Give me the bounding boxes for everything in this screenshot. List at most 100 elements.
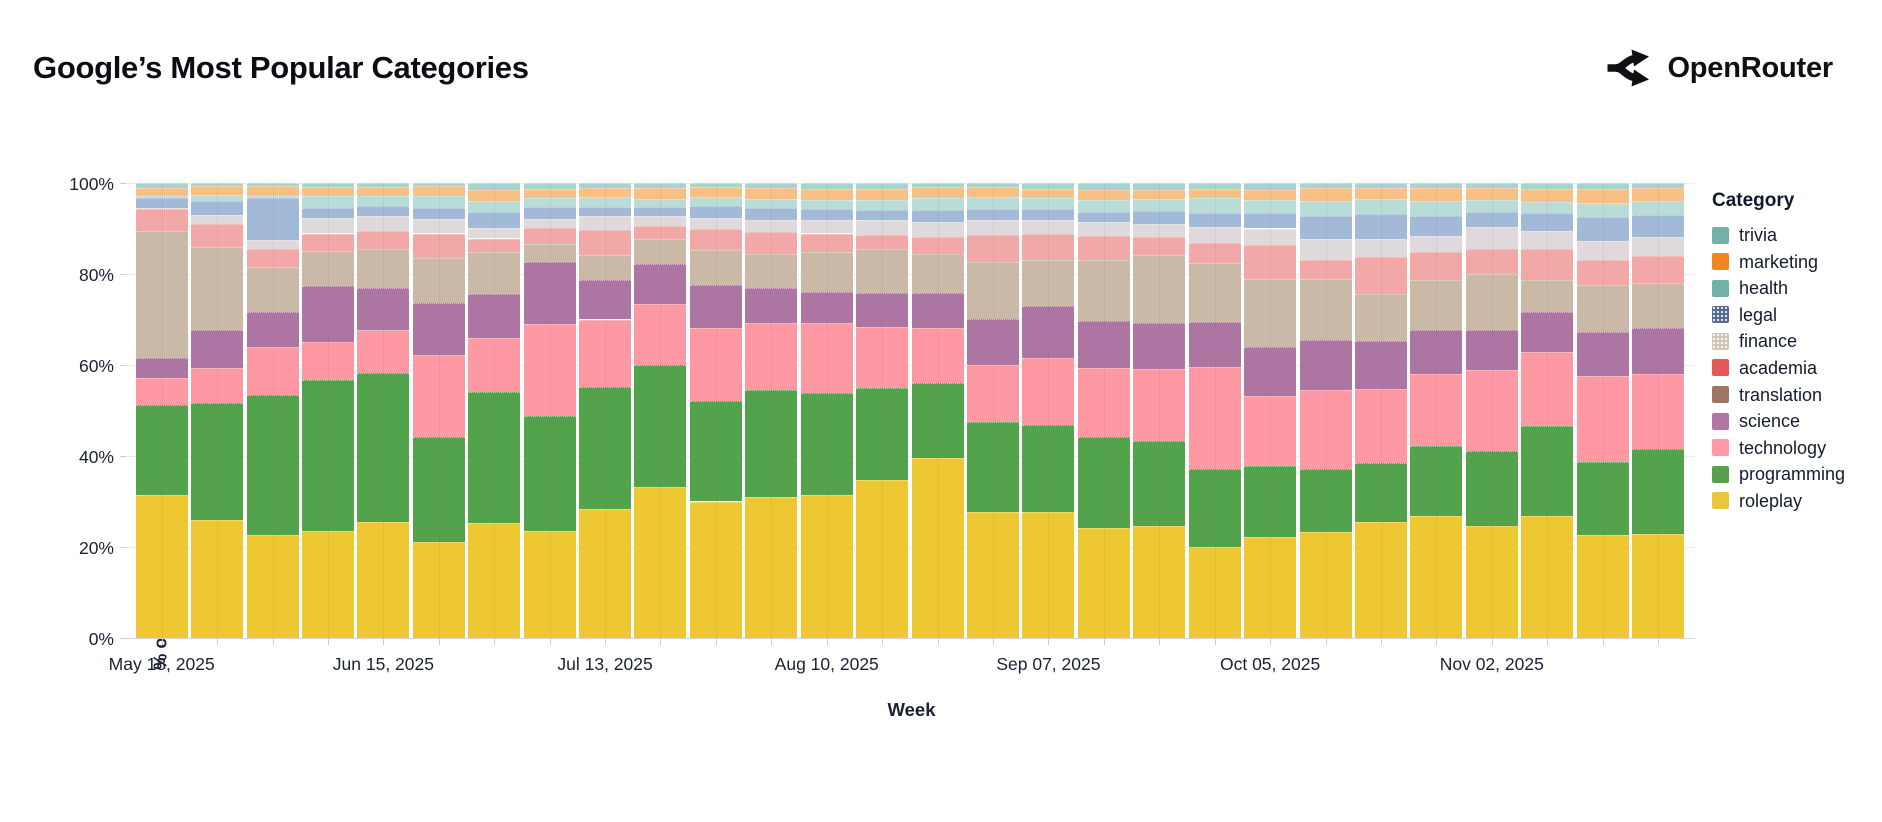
bar-segment-marketing[interactable] bbox=[523, 189, 576, 199]
bar-segment-marketing[interactable] bbox=[468, 190, 521, 202]
bar-segment-roleplay[interactable] bbox=[1077, 528, 1130, 638]
bar-segment-finance[interactable] bbox=[689, 218, 742, 230]
bar-segment-trivia[interactable] bbox=[357, 183, 410, 188]
bar-week-13[interactable] bbox=[800, 183, 853, 638]
bar-week-21[interactable] bbox=[1244, 183, 1297, 638]
bar-segment-technology[interactable] bbox=[1133, 369, 1186, 441]
bar-segment-academia[interactable] bbox=[800, 233, 853, 252]
bar-segment-technology[interactable] bbox=[1188, 367, 1241, 470]
bar-segment-academia[interactable] bbox=[1299, 259, 1352, 279]
bar-segment-technology[interactable] bbox=[1576, 375, 1629, 462]
bar-segment-translation[interactable] bbox=[135, 231, 188, 358]
bar-segment-roleplay[interactable] bbox=[579, 509, 632, 638]
bar-segment-translation[interactable] bbox=[856, 249, 909, 293]
bar-segment-programming[interactable] bbox=[468, 392, 521, 524]
bar-segment-technology[interactable] bbox=[1410, 374, 1463, 446]
bar-week-14[interactable] bbox=[856, 183, 909, 638]
bar-segment-marketing[interactable] bbox=[579, 188, 632, 197]
bar-segment-translation[interactable] bbox=[523, 243, 576, 262]
bar-segment-roleplay[interactable] bbox=[856, 480, 909, 638]
bar-segment-technology[interactable] bbox=[967, 365, 1019, 423]
bar-segment-roleplay[interactable] bbox=[689, 501, 742, 638]
bar-segment-programming[interactable] bbox=[1077, 437, 1130, 529]
bar-segment-finance[interactable] bbox=[911, 221, 964, 238]
bar-segment-programming[interactable] bbox=[135, 405, 188, 496]
bar-segment-legal[interactable] bbox=[1410, 216, 1463, 236]
bar-segment-academia[interactable] bbox=[246, 248, 299, 268]
bar-segment-marketing[interactable] bbox=[1133, 189, 1186, 200]
bar-segment-legal[interactable] bbox=[967, 208, 1019, 220]
bar-segment-finance[interactable] bbox=[1632, 237, 1685, 256]
bar-segment-science[interactable] bbox=[689, 284, 742, 328]
legend-item-programming[interactable]: programming bbox=[1712, 465, 1880, 483]
bar-segment-roleplay[interactable] bbox=[1133, 526, 1186, 638]
bar-segment-legal[interactable] bbox=[357, 206, 410, 216]
bar-segment-translation[interactable] bbox=[800, 251, 853, 292]
bar-segment-trivia[interactable] bbox=[468, 183, 521, 191]
bar-segment-legal[interactable] bbox=[1022, 209, 1075, 220]
bar-segment-technology[interactable] bbox=[800, 323, 853, 394]
bar-week-26[interactable] bbox=[1521, 183, 1574, 638]
bar-segment-marketing[interactable] bbox=[1299, 187, 1352, 201]
bar-segment-science[interactable] bbox=[1244, 347, 1297, 396]
bar-segment-marketing[interactable] bbox=[1354, 187, 1407, 200]
bar-segment-health[interactable] bbox=[1299, 200, 1352, 217]
bar-segment-science[interactable] bbox=[579, 279, 632, 320]
bar-week-5[interactable] bbox=[357, 183, 410, 638]
bar-segment-translation[interactable] bbox=[1465, 274, 1518, 330]
bar-segment-legal[interactable] bbox=[1244, 213, 1297, 229]
bar-segment-health[interactable] bbox=[800, 199, 853, 210]
bar-segment-technology[interactable] bbox=[1521, 351, 1574, 426]
bar-segment-technology[interactable] bbox=[1077, 368, 1130, 438]
bar-segment-translation[interactable] bbox=[468, 251, 521, 295]
bar-week-25[interactable] bbox=[1465, 183, 1518, 638]
bar-segment-academia[interactable] bbox=[1354, 257, 1407, 294]
bar-segment-translation[interactable] bbox=[1354, 294, 1407, 341]
bar-segment-marketing[interactable] bbox=[191, 186, 244, 195]
bar-segment-marketing[interactable] bbox=[1521, 189, 1574, 202]
bar-week-23[interactable] bbox=[1354, 183, 1407, 638]
bar-week-15[interactable] bbox=[911, 183, 964, 638]
bar-segment-finance[interactable] bbox=[967, 219, 1019, 236]
bar-segment-marketing[interactable] bbox=[800, 189, 853, 200]
bar-segment-roleplay[interactable] bbox=[1465, 526, 1518, 638]
bar-week-6[interactable] bbox=[412, 183, 465, 638]
bar-segment-technology[interactable] bbox=[301, 342, 354, 380]
bar-segment-academia[interactable] bbox=[301, 233, 354, 252]
bar-segment-legal[interactable] bbox=[523, 206, 576, 220]
bar-segment-legal[interactable] bbox=[1465, 211, 1518, 228]
bar-segment-academia[interactable] bbox=[1576, 259, 1629, 285]
bar-segment-roleplay[interactable] bbox=[967, 511, 1019, 638]
bar-segment-legal[interactable] bbox=[1299, 216, 1352, 240]
bar-segment-roleplay[interactable] bbox=[1632, 533, 1685, 638]
bar-segment-programming[interactable] bbox=[1022, 424, 1075, 513]
bar-segment-trivia[interactable] bbox=[1244, 183, 1297, 190]
bar-segment-finance[interactable] bbox=[745, 219, 798, 232]
bar-segment-academia[interactable] bbox=[1188, 242, 1241, 264]
bar-segment-science[interactable] bbox=[1465, 329, 1518, 370]
bar-week-22[interactable] bbox=[1299, 183, 1352, 638]
bar-segment-roleplay[interactable] bbox=[191, 520, 244, 638]
bar-segment-health[interactable] bbox=[523, 198, 576, 207]
bar-segment-translation[interactable] bbox=[301, 251, 354, 287]
bar-segment-roleplay[interactable] bbox=[745, 497, 798, 638]
bar-segment-finance[interactable] bbox=[357, 215, 410, 232]
bar-segment-roleplay[interactable] bbox=[468, 523, 521, 638]
bar-segment-health[interactable] bbox=[745, 199, 798, 209]
bar-segment-translation[interactable] bbox=[911, 253, 964, 294]
bar-segment-science[interactable] bbox=[468, 294, 521, 338]
bar-segment-finance[interactable] bbox=[1244, 228, 1297, 245]
bar-segment-trivia[interactable] bbox=[579, 183, 632, 189]
bar-segment-legal[interactable] bbox=[1576, 216, 1629, 241]
bar-segment-programming[interactable] bbox=[191, 403, 244, 521]
bar-week-2[interactable] bbox=[191, 183, 244, 638]
bar-segment-marketing[interactable] bbox=[689, 187, 742, 198]
bar-segment-academia[interactable] bbox=[1244, 244, 1297, 280]
bar-segment-programming[interactable] bbox=[1244, 466, 1297, 538]
bar-segment-translation[interactable] bbox=[412, 257, 465, 304]
bar-segment-finance[interactable] bbox=[1521, 230, 1574, 250]
bar-segment-translation[interactable] bbox=[1299, 278, 1352, 340]
bar-segment-trivia[interactable] bbox=[1521, 183, 1574, 190]
bar-segment-science[interactable] bbox=[1354, 340, 1407, 390]
bar-week-12[interactable] bbox=[745, 183, 798, 638]
